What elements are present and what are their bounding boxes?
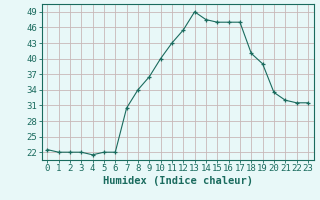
X-axis label: Humidex (Indice chaleur): Humidex (Indice chaleur)	[103, 176, 252, 186]
